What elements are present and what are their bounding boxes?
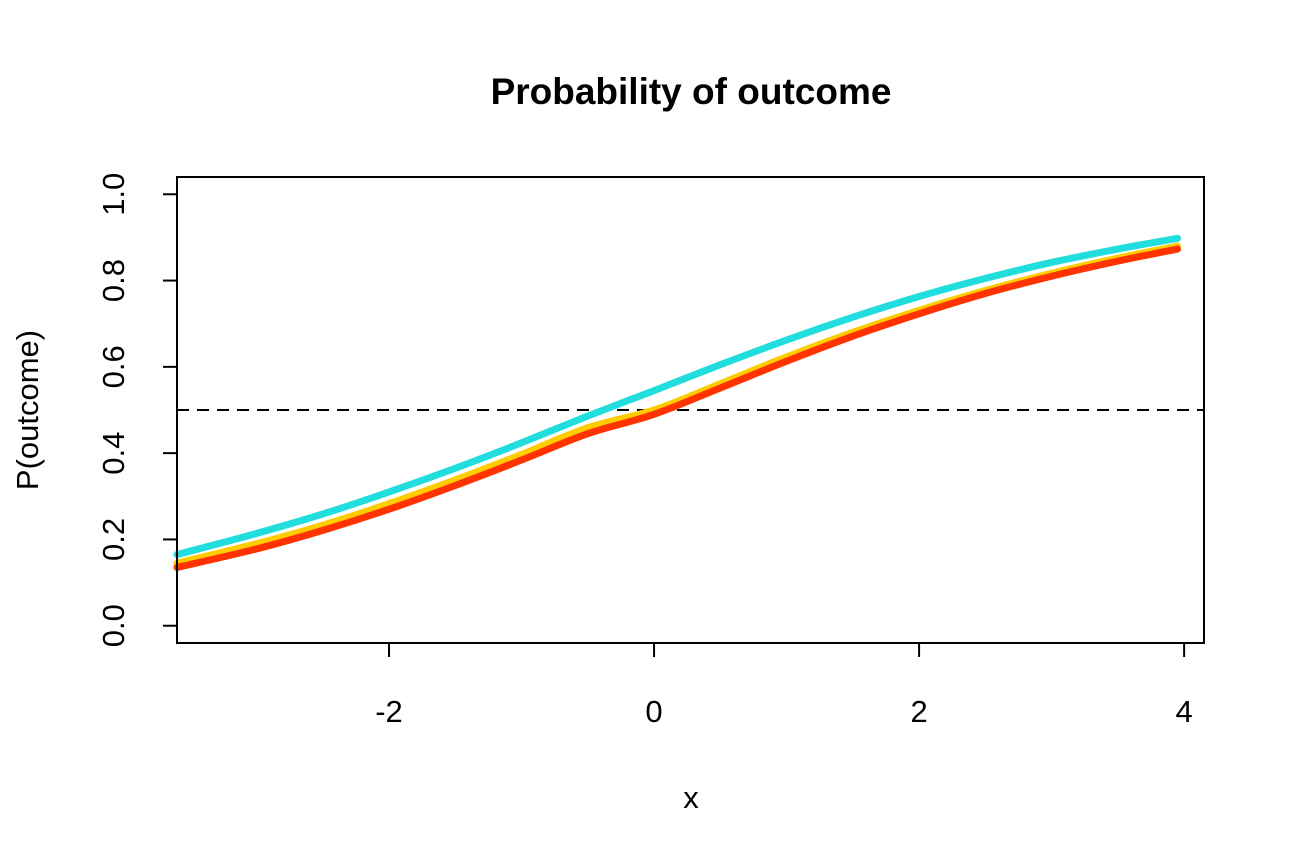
y-axis-label: P(outcome) <box>10 330 45 490</box>
y-tick-label: 0.8 <box>96 259 131 302</box>
y-tick-label: 0.4 <box>96 432 131 475</box>
y-tick-label: 0.6 <box>96 345 131 388</box>
x-axis-label: x <box>683 780 699 815</box>
y-tick-label: 1.0 <box>96 173 131 216</box>
y-axis: 0.0 0.2 0.4 0.6 0.8 1.0 <box>96 173 178 647</box>
x-tick-label: 4 <box>1175 694 1192 729</box>
series-line-2 <box>173 245 1181 571</box>
chart-title: Probability of outcome <box>491 71 892 112</box>
plot-area <box>176 176 1205 644</box>
x-tick-label: 0 <box>645 694 662 729</box>
series-line-3 <box>173 234 1181 559</box>
x-tick-label: -2 <box>375 694 403 729</box>
plot-layer <box>173 234 1204 571</box>
x-tick-label: 2 <box>910 694 927 729</box>
y-tick-label: 0.0 <box>96 604 131 647</box>
x-axis: -2 0 2 4 <box>375 642 1193 729</box>
y-tick-label: 0.2 <box>96 518 131 561</box>
